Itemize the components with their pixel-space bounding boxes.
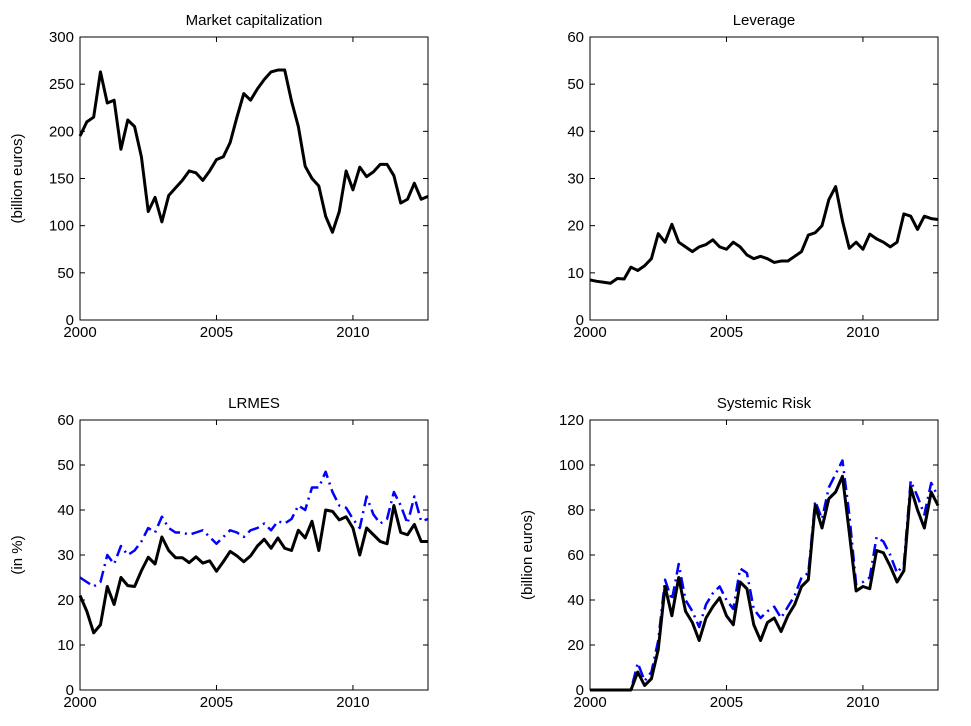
- series-line: [78, 504, 428, 635]
- y-tick-label: 40: [57, 502, 74, 519]
- series-line: [78, 68, 429, 234]
- subplot: Systemic Risk (billion euros) 0 20 40 60 80 100…: [519, 395, 940, 711]
- y-tick-label: 0: [576, 312, 584, 329]
- y-tick-label: 120: [559, 412, 584, 429]
- x-tick-label: 2000: [573, 694, 606, 711]
- x-tick-label: 2005: [710, 694, 743, 711]
- series-line: [589, 185, 939, 285]
- y-tick-label: 0: [66, 312, 74, 329]
- y-tick-label: 150: [49, 171, 74, 188]
- y-tick-label: 20: [57, 592, 74, 609]
- subplot-title: Leverage: [733, 12, 796, 29]
- y-tick-label: 50: [57, 265, 74, 282]
- y-tick-label: 0: [66, 682, 74, 699]
- y-tick-label: 60: [57, 412, 74, 429]
- y-tick-label: 80: [567, 502, 584, 519]
- y-tick-label: 60: [567, 547, 584, 564]
- x-tick-label: 2000: [573, 324, 606, 341]
- x-tick-label: 2010: [336, 324, 369, 341]
- series-line: [590, 474, 940, 692]
- y-tick-label: 40: [567, 592, 584, 609]
- x-tick-label: 2000: [63, 694, 96, 711]
- x-tick-label: 2010: [336, 694, 369, 711]
- y-axis-label: (in %): [9, 535, 26, 574]
- y-tick-label: 200: [49, 123, 74, 140]
- x-tick-label: 2005: [710, 324, 743, 341]
- x-tick-label: 2005: [200, 324, 233, 341]
- y-axis-label: (billion euros): [519, 510, 536, 600]
- subplot-title: LRMES: [228, 395, 280, 412]
- y-tick-label: 10: [57, 637, 74, 654]
- y-tick-label: 100: [559, 457, 584, 474]
- subplot-title: Market capitalization: [186, 12, 323, 29]
- series-line: [590, 459, 940, 692]
- plot-frame: [79, 36, 429, 321]
- y-tick-label: 0: [576, 682, 584, 699]
- subplot: Market capitalization (billion euros) 0 50 1…: [9, 12, 429, 341]
- y-tick-label: 60: [567, 29, 584, 46]
- x-tick-label: 2000: [63, 324, 96, 341]
- y-tick-label: 250: [49, 76, 74, 93]
- y-tick-label: 50: [567, 76, 584, 93]
- subplot-title: Systemic Risk: [717, 395, 812, 412]
- y-tick-label: 10: [567, 265, 584, 282]
- y-tick-label: 50: [57, 457, 74, 474]
- y-tick-label: 20: [567, 637, 584, 654]
- x-tick-label: 2005: [200, 694, 233, 711]
- plot-frame: [589, 36, 939, 321]
- y-tick-label: 100: [49, 218, 74, 235]
- series-line: [79, 470, 429, 588]
- y-tick-label: 30: [57, 547, 74, 564]
- y-tick-label: 20: [567, 218, 584, 235]
- x-tick-label: 2010: [846, 324, 879, 341]
- subplot: LRMES (in %) 0 10 20 30 40 50 60 2000 2005 2010: [9, 395, 429, 711]
- y-tick-label: 300: [49, 29, 74, 46]
- x-tick-label: 2010: [846, 694, 879, 711]
- y-axis-label: (billion euros): [9, 133, 26, 223]
- y-tick-label: 40: [567, 123, 584, 140]
- y-tick-label: 30: [567, 171, 584, 188]
- plot-frame: [589, 419, 939, 691]
- subplot: Leverage 0 10 20 30 40 50 60 2000 2005 2010: [567, 12, 939, 341]
- plot-frame: [79, 419, 429, 691]
